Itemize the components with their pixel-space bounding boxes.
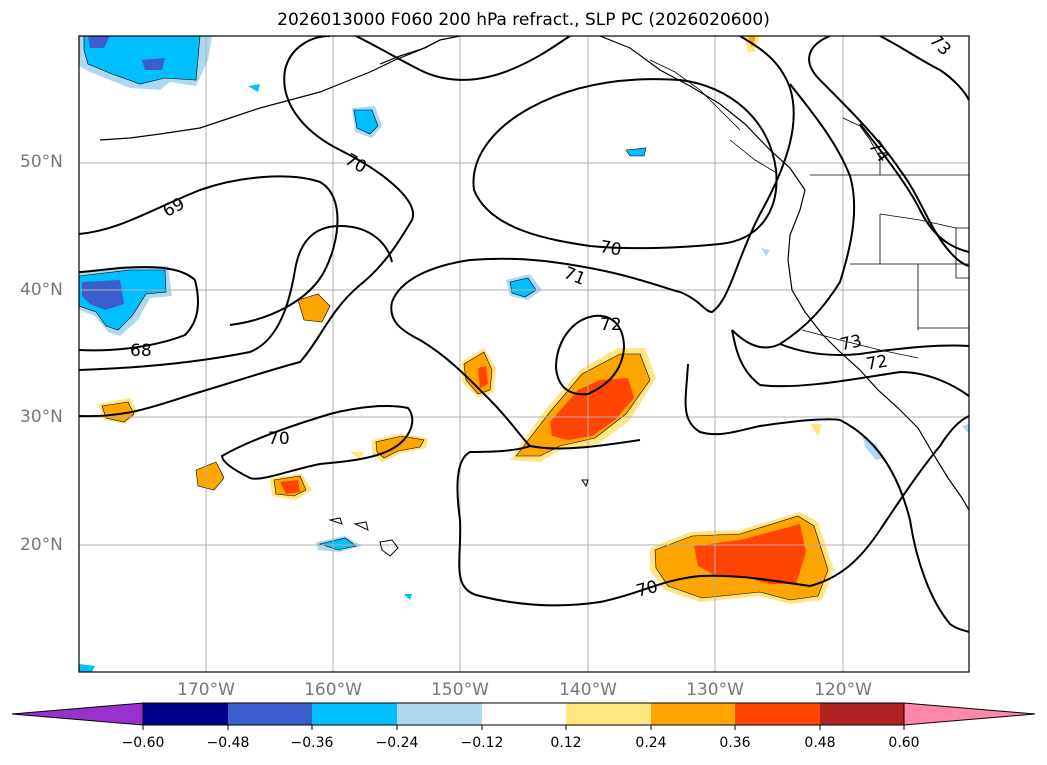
colorbar-extend-low (11, 702, 144, 726)
lat-label-20n: 20°N (20, 535, 63, 555)
contour-label-69: 69 (160, 194, 188, 222)
colorbar-bin (312, 703, 397, 725)
lat-label-30n: 30°N (20, 407, 63, 427)
colorbar-bin (820, 703, 904, 725)
colorbar-tick: −0.60 (121, 735, 165, 751)
colorbar-tick: −0.12 (460, 735, 504, 751)
lat-label-50n: 50°N (20, 152, 63, 172)
contour-label-72-east: 72 (865, 351, 890, 374)
colorbar-extend-high (903, 702, 1036, 726)
colorbar-tick: −0.48 (206, 735, 250, 751)
contour-label-70-south: 70 (634, 577, 660, 602)
colorbar-bin (397, 703, 482, 725)
colorbar-bin (143, 703, 228, 725)
lon-label-130w: 130°W (686, 680, 744, 700)
lon-label-150w: 150°W (431, 680, 489, 700)
colorbar (11, 702, 1036, 730)
colorbar-bin (228, 703, 312, 725)
colorbar-tick: −0.24 (375, 735, 419, 751)
colorbar-tick: 0.24 (635, 735, 667, 751)
lon-label-120w: 120°W (814, 680, 872, 700)
lon-label-170w: 170°W (177, 680, 235, 700)
contour-label-72-central: 72 (600, 315, 622, 335)
contour-label-73-top: 73 (925, 31, 954, 60)
map-frame (78, 35, 970, 673)
slp-contours (79, 36, 969, 633)
map-plot-area: 69 70 68 70 70 71 72 73 72 74 73 70 (79, 31, 969, 672)
colorbar-tick: 0.48 (804, 735, 836, 751)
colorbar-tick: 0.12 (550, 735, 582, 751)
colorbar-tick: 0.60 (888, 735, 920, 751)
anomaly-outlines (79, 36, 829, 601)
map-title: 2026013000 F060 200 hPa refract., SLP PC… (277, 10, 770, 30)
colorbar-bin (651, 703, 735, 725)
coastlines (99, 36, 969, 557)
positive-anomaly-fills (98, 36, 834, 604)
colorbar-bin (482, 703, 566, 725)
contour-label-68: 68 (130, 341, 152, 361)
contour-label-73: 73 (838, 331, 863, 355)
contour-labels: 69 70 68 70 70 71 72 73 72 74 73 70 (130, 31, 955, 602)
lon-label-140w: 140°W (559, 680, 617, 700)
lon-label-160w: 160°W (304, 680, 362, 700)
lat-label-40n: 40°N (20, 280, 63, 300)
contour-label-70-gulf: 70 (598, 237, 623, 260)
colorbar-tick: 0.36 (719, 735, 751, 751)
negative-anomaly-fills (79, 36, 969, 672)
colorbar-bin (735, 703, 820, 725)
colorbar-bin (566, 703, 651, 725)
political-boundaries (801, 117, 969, 359)
contour-label-70-west: 70 (268, 429, 290, 449)
colorbar-tick: −0.36 (290, 735, 334, 751)
